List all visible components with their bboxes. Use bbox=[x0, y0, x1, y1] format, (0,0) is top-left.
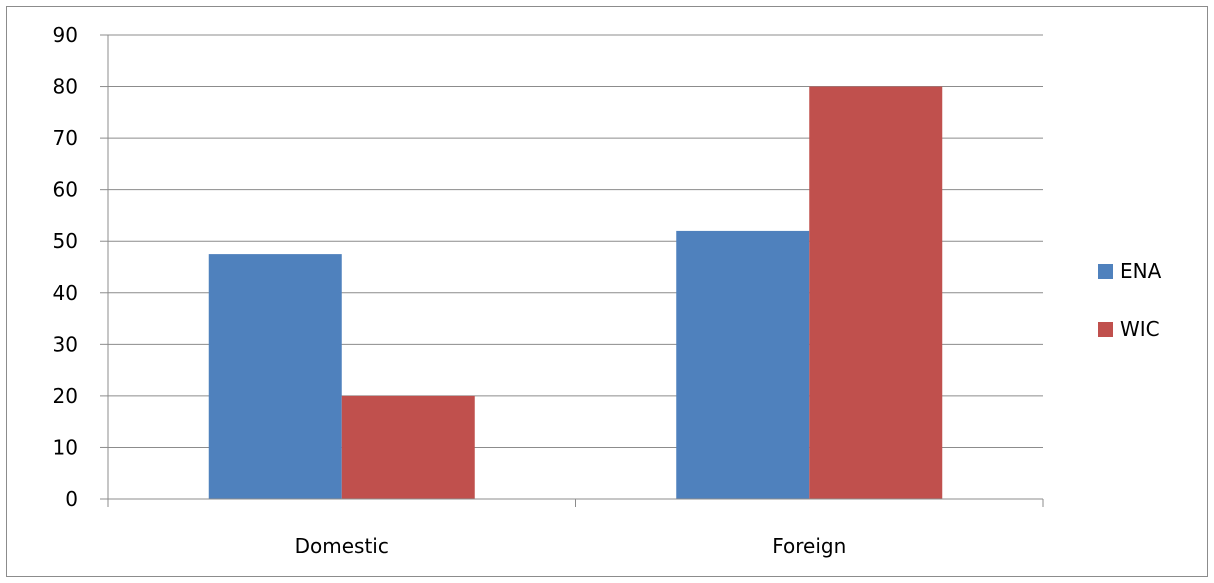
y-tick-label: 60 bbox=[53, 178, 78, 202]
bar-wic-domestic bbox=[341, 395, 475, 499]
bar-ena-foreign bbox=[676, 230, 810, 499]
chart-frame bbox=[6, 6, 1208, 577]
axes bbox=[100, 34, 1044, 507]
y-tick-label: 0 bbox=[65, 487, 78, 511]
y-tick-label: 50 bbox=[53, 229, 78, 253]
bars bbox=[208, 86, 943, 500]
y-tick-label: 80 bbox=[53, 75, 78, 99]
x-category-labels: Domestic Foreign bbox=[295, 534, 847, 558]
bar-ena-domestic bbox=[208, 254, 342, 499]
legend: ENA WIC bbox=[1098, 259, 1162, 341]
y-tick-label: 10 bbox=[53, 435, 78, 459]
y-tick-labels: 0 10 20 30 40 50 60 70 80 90 bbox=[53, 23, 78, 511]
y-tick-label: 70 bbox=[53, 126, 78, 150]
y-tick-label: 30 bbox=[53, 332, 78, 356]
y-tick-label: 90 bbox=[53, 23, 78, 47]
legend-label-wic: WIC bbox=[1120, 317, 1160, 341]
x-category-label: Foreign bbox=[772, 534, 846, 558]
legend-swatch-ena bbox=[1098, 264, 1113, 279]
y-tick-label: 40 bbox=[53, 281, 78, 305]
x-category-label: Domestic bbox=[295, 534, 389, 558]
legend-label-ena: ENA bbox=[1120, 259, 1162, 283]
bar-wic-foreign bbox=[809, 86, 943, 500]
legend-swatch-wic bbox=[1098, 322, 1113, 337]
y-tick-label: 20 bbox=[53, 384, 78, 408]
